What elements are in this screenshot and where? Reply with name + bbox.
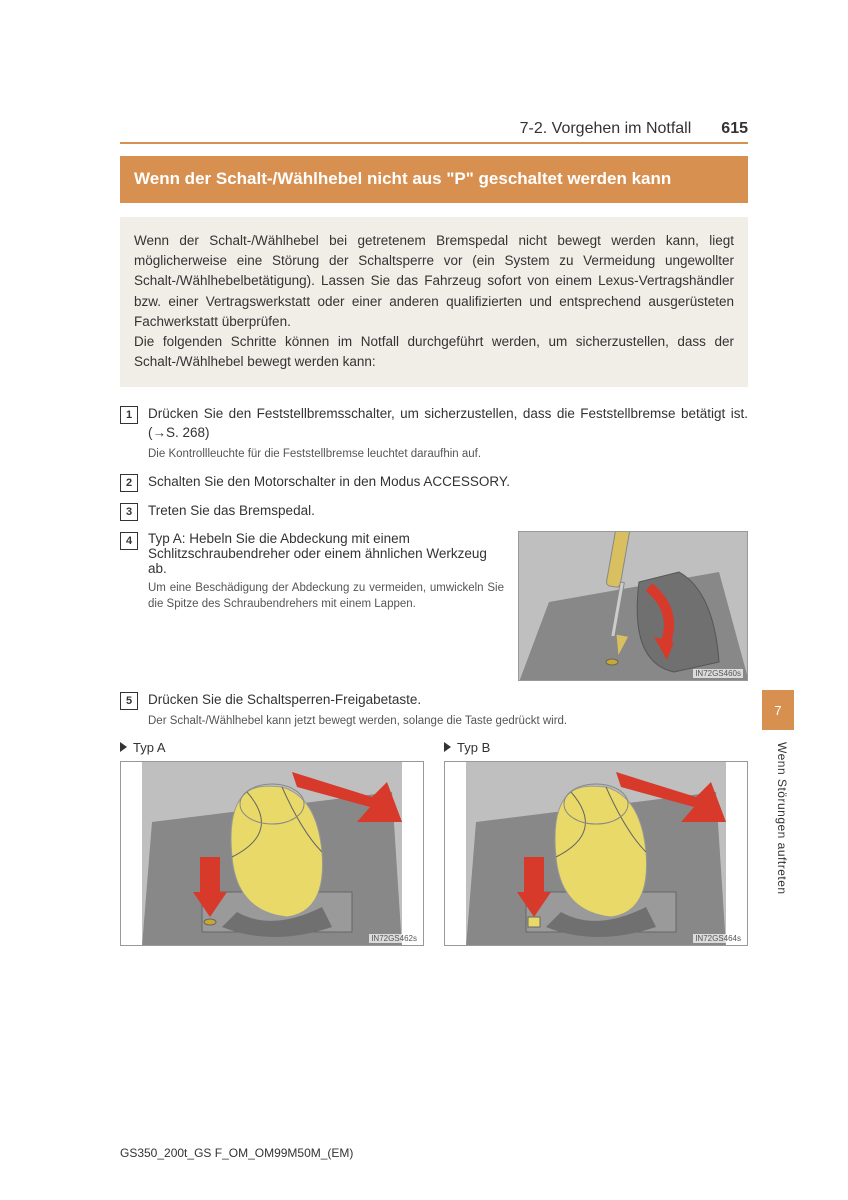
illustration-type-b: IN72GS464s bbox=[444, 761, 748, 946]
step-number: 5 bbox=[120, 692, 138, 710]
page-header: 7-2. Vorgehen im Notfall 615 bbox=[120, 120, 748, 144]
page-title: Wenn der Schalt-/Wählhebel nicht aus "P"… bbox=[120, 156, 748, 203]
step-text: Treten Sie das Bremspedal. bbox=[148, 502, 748, 521]
type-a-label: Typ A bbox=[120, 740, 424, 755]
page-number: 615 bbox=[721, 120, 748, 138]
illustration-type-a: IN72GS462s bbox=[120, 761, 424, 946]
triangle-icon bbox=[444, 742, 451, 752]
step-note: Der Schalt-/Wählhebel kann jetzt bewegt … bbox=[148, 713, 748, 729]
type-b-label: Typ B bbox=[444, 740, 748, 755]
chapter-side-label: Wenn Störungen auftreten bbox=[775, 742, 789, 895]
step-text: Drücken Sie den Feststellbremsschalter, … bbox=[148, 406, 748, 440]
step-1: 1 Drücken Sie den Feststellbremsschalter… bbox=[120, 405, 748, 463]
illustration-id: IN72GS464s bbox=[693, 934, 743, 943]
triangle-icon bbox=[120, 742, 127, 752]
footer-code: GS350_200t_GS F_OM_OM99M50M_(EM) bbox=[120, 1146, 353, 1160]
step-2: 2 Schalten Sie den Motorschalter in den … bbox=[120, 473, 748, 492]
step-number: 4 bbox=[120, 532, 138, 550]
step-number: 1 bbox=[120, 406, 138, 424]
step-number: 2 bbox=[120, 474, 138, 492]
chapter-tab: 7 bbox=[762, 690, 794, 730]
illustration-screwdriver: IN72GS460s bbox=[518, 531, 748, 681]
step-text: Schalten Sie den Motorschalter in den Mo… bbox=[148, 473, 748, 492]
section-label: 7-2. Vorgehen im Notfall bbox=[520, 120, 692, 138]
illustration-id: IN72GS462s bbox=[369, 934, 419, 943]
step-5: 5 Drücken Sie die Schaltsperren-Freigabe… bbox=[120, 691, 748, 730]
step-note: Um eine Beschädigung der Abdeckung zu ve… bbox=[148, 580, 504, 612]
step-text: Drücken Sie die Schaltsperren-Freigabeta… bbox=[148, 692, 421, 707]
step-3: 3 Treten Sie das Bremspedal. bbox=[120, 502, 748, 521]
intro-text: Wenn der Schalt-/Wählhebel bei getretene… bbox=[120, 217, 748, 387]
illustration-id: IN72GS460s bbox=[693, 669, 743, 678]
type-comparison: Typ A bbox=[120, 740, 748, 946]
step-note: Die Kontrollleuchte für die Feststellbre… bbox=[148, 446, 748, 462]
step-text: Typ A: Hebeln Sie die Abdeckung mit eine… bbox=[148, 531, 487, 576]
step-4: 4 Typ A: Hebeln Sie die Abdeckung mit ei… bbox=[120, 531, 748, 681]
step-number: 3 bbox=[120, 503, 138, 521]
